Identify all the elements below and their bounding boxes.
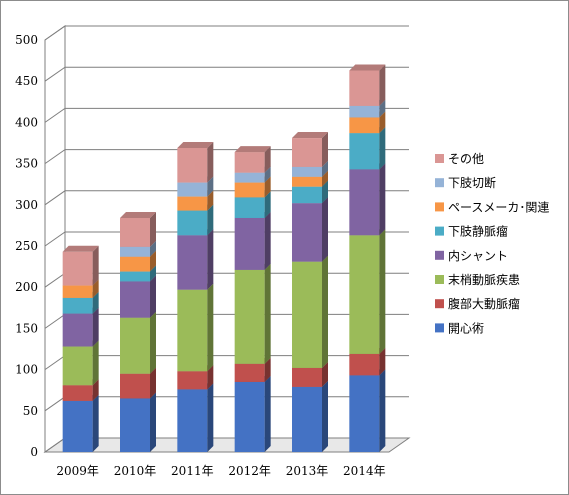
y-tick-label: 50 xyxy=(23,404,38,418)
legend-item: 下肢静脈瘤 xyxy=(435,224,508,239)
y-tick-label: 250 xyxy=(15,239,38,253)
x-tick-label: 2009年 xyxy=(56,464,99,478)
y-tick-label: 450 xyxy=(15,74,38,88)
bar-segment xyxy=(120,275,156,318)
bar-segment xyxy=(349,163,386,236)
legend-item: ペースメーカ･関連 xyxy=(435,200,549,214)
bar-segment xyxy=(120,211,156,247)
y-axis-tick-labels: 0 50 100 150 200 250 300 350 400 450 500 xyxy=(15,33,38,459)
bar-segment xyxy=(177,283,214,372)
legend-item: 内シャント xyxy=(435,249,508,263)
y-tick-label: 350 xyxy=(15,157,38,171)
x-axis-tick-labels: 2009年 2010年 2011年 2012年 2013年 2014年 xyxy=(56,464,385,478)
bar-segment xyxy=(234,146,271,173)
y-tick-label: 400 xyxy=(15,115,38,129)
bar-segment xyxy=(292,255,328,368)
bar-stack xyxy=(349,64,386,452)
bar-segment xyxy=(349,229,386,354)
y-tick-label: 100 xyxy=(15,363,38,377)
bar-stack xyxy=(62,245,99,452)
legend-label: 開心術 xyxy=(448,321,484,335)
x-tick-label: 2013年 xyxy=(286,464,329,478)
y-tick-label: 300 xyxy=(15,198,38,212)
bar-segment xyxy=(349,64,386,106)
bar-segment xyxy=(120,392,156,452)
legend-label: 末梢動脈疾患 xyxy=(448,272,520,287)
bar-segment xyxy=(234,211,271,270)
bar-segment xyxy=(62,394,99,452)
legend-swatch xyxy=(435,202,444,212)
legend-swatch xyxy=(435,250,444,260)
gridline xyxy=(44,25,409,41)
legend-label: 腹部大動脈瘤 xyxy=(448,296,520,311)
x-tick-label: 2014年 xyxy=(343,464,386,478)
legend-item: 腹部大動脈瘤 xyxy=(435,296,520,311)
y-tick-label: 200 xyxy=(15,280,38,294)
gridline xyxy=(44,107,409,123)
bar-segment xyxy=(349,369,386,452)
bar-segment xyxy=(177,383,214,452)
bar-segment xyxy=(62,307,99,347)
legend-label: 下肢切断 xyxy=(448,175,496,190)
bar-stack xyxy=(292,132,328,452)
bar-segment xyxy=(234,375,271,452)
gridline xyxy=(44,66,409,82)
bar-segment xyxy=(292,132,328,167)
legend-swatch xyxy=(435,178,444,188)
bar-segment xyxy=(177,229,214,290)
bar-segment xyxy=(292,380,328,452)
legend-label: 内シャント xyxy=(448,249,508,263)
bar-segment xyxy=(292,197,328,262)
legend-swatch xyxy=(435,154,444,163)
legend-item: 末梢動脈疾患 xyxy=(435,272,520,287)
bar-segment xyxy=(62,340,99,386)
legend-label: 下肢静脈瘤 xyxy=(448,224,508,239)
bars xyxy=(62,64,386,452)
bar-stack xyxy=(120,211,156,452)
legend-swatch xyxy=(435,275,444,284)
legend-label: その他 xyxy=(448,152,484,166)
bar-stack xyxy=(177,141,214,452)
legend-swatch xyxy=(435,299,444,309)
bar-segment xyxy=(349,127,386,170)
y-tick-label: 500 xyxy=(15,33,38,47)
bar-segment xyxy=(62,245,99,286)
bar-segment xyxy=(234,263,271,364)
legend-item: 開心術 xyxy=(435,321,484,335)
x-tick-label: 2011年 xyxy=(171,464,214,478)
bar-segment xyxy=(177,141,214,183)
legend-label: ペースメーカ･関連 xyxy=(448,200,549,214)
legend-item: その他 xyxy=(435,152,484,166)
legend: その他下肢切断ペースメーカ･関連下肢静脈瘤内シャント末梢動脈疾患腹部大動脈瘤開心… xyxy=(435,152,549,335)
legend-swatch xyxy=(435,226,444,236)
bar-segment xyxy=(120,311,156,374)
legend-swatch xyxy=(435,323,444,333)
legend-item: 下肢切断 xyxy=(435,175,496,190)
bar-stack xyxy=(234,146,271,452)
y-tick-label: 0 xyxy=(30,445,38,459)
x-tick-label: 2012年 xyxy=(228,464,271,478)
y-tick-label: 150 xyxy=(15,321,38,335)
x-tick-label: 2010年 xyxy=(114,464,157,478)
